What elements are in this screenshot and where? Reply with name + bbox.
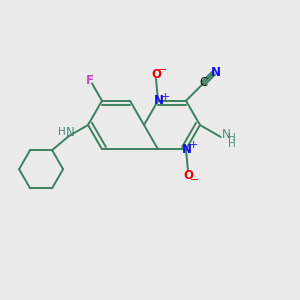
Text: O: O [183, 169, 193, 182]
Text: N: N [66, 127, 74, 140]
Text: F: F [86, 74, 94, 87]
Text: H: H [228, 139, 236, 149]
Text: +: + [188, 140, 198, 150]
Text: N: N [211, 66, 220, 79]
Text: O: O [151, 68, 161, 81]
Text: N: N [154, 94, 164, 107]
Text: N: N [182, 143, 192, 156]
Text: N: N [221, 128, 230, 142]
Text: +: + [160, 92, 170, 102]
Text: H: H [228, 133, 236, 143]
Text: H: H [58, 127, 66, 137]
Text: −: − [190, 175, 200, 185]
Text: C: C [200, 76, 208, 88]
Text: −: − [158, 65, 168, 75]
